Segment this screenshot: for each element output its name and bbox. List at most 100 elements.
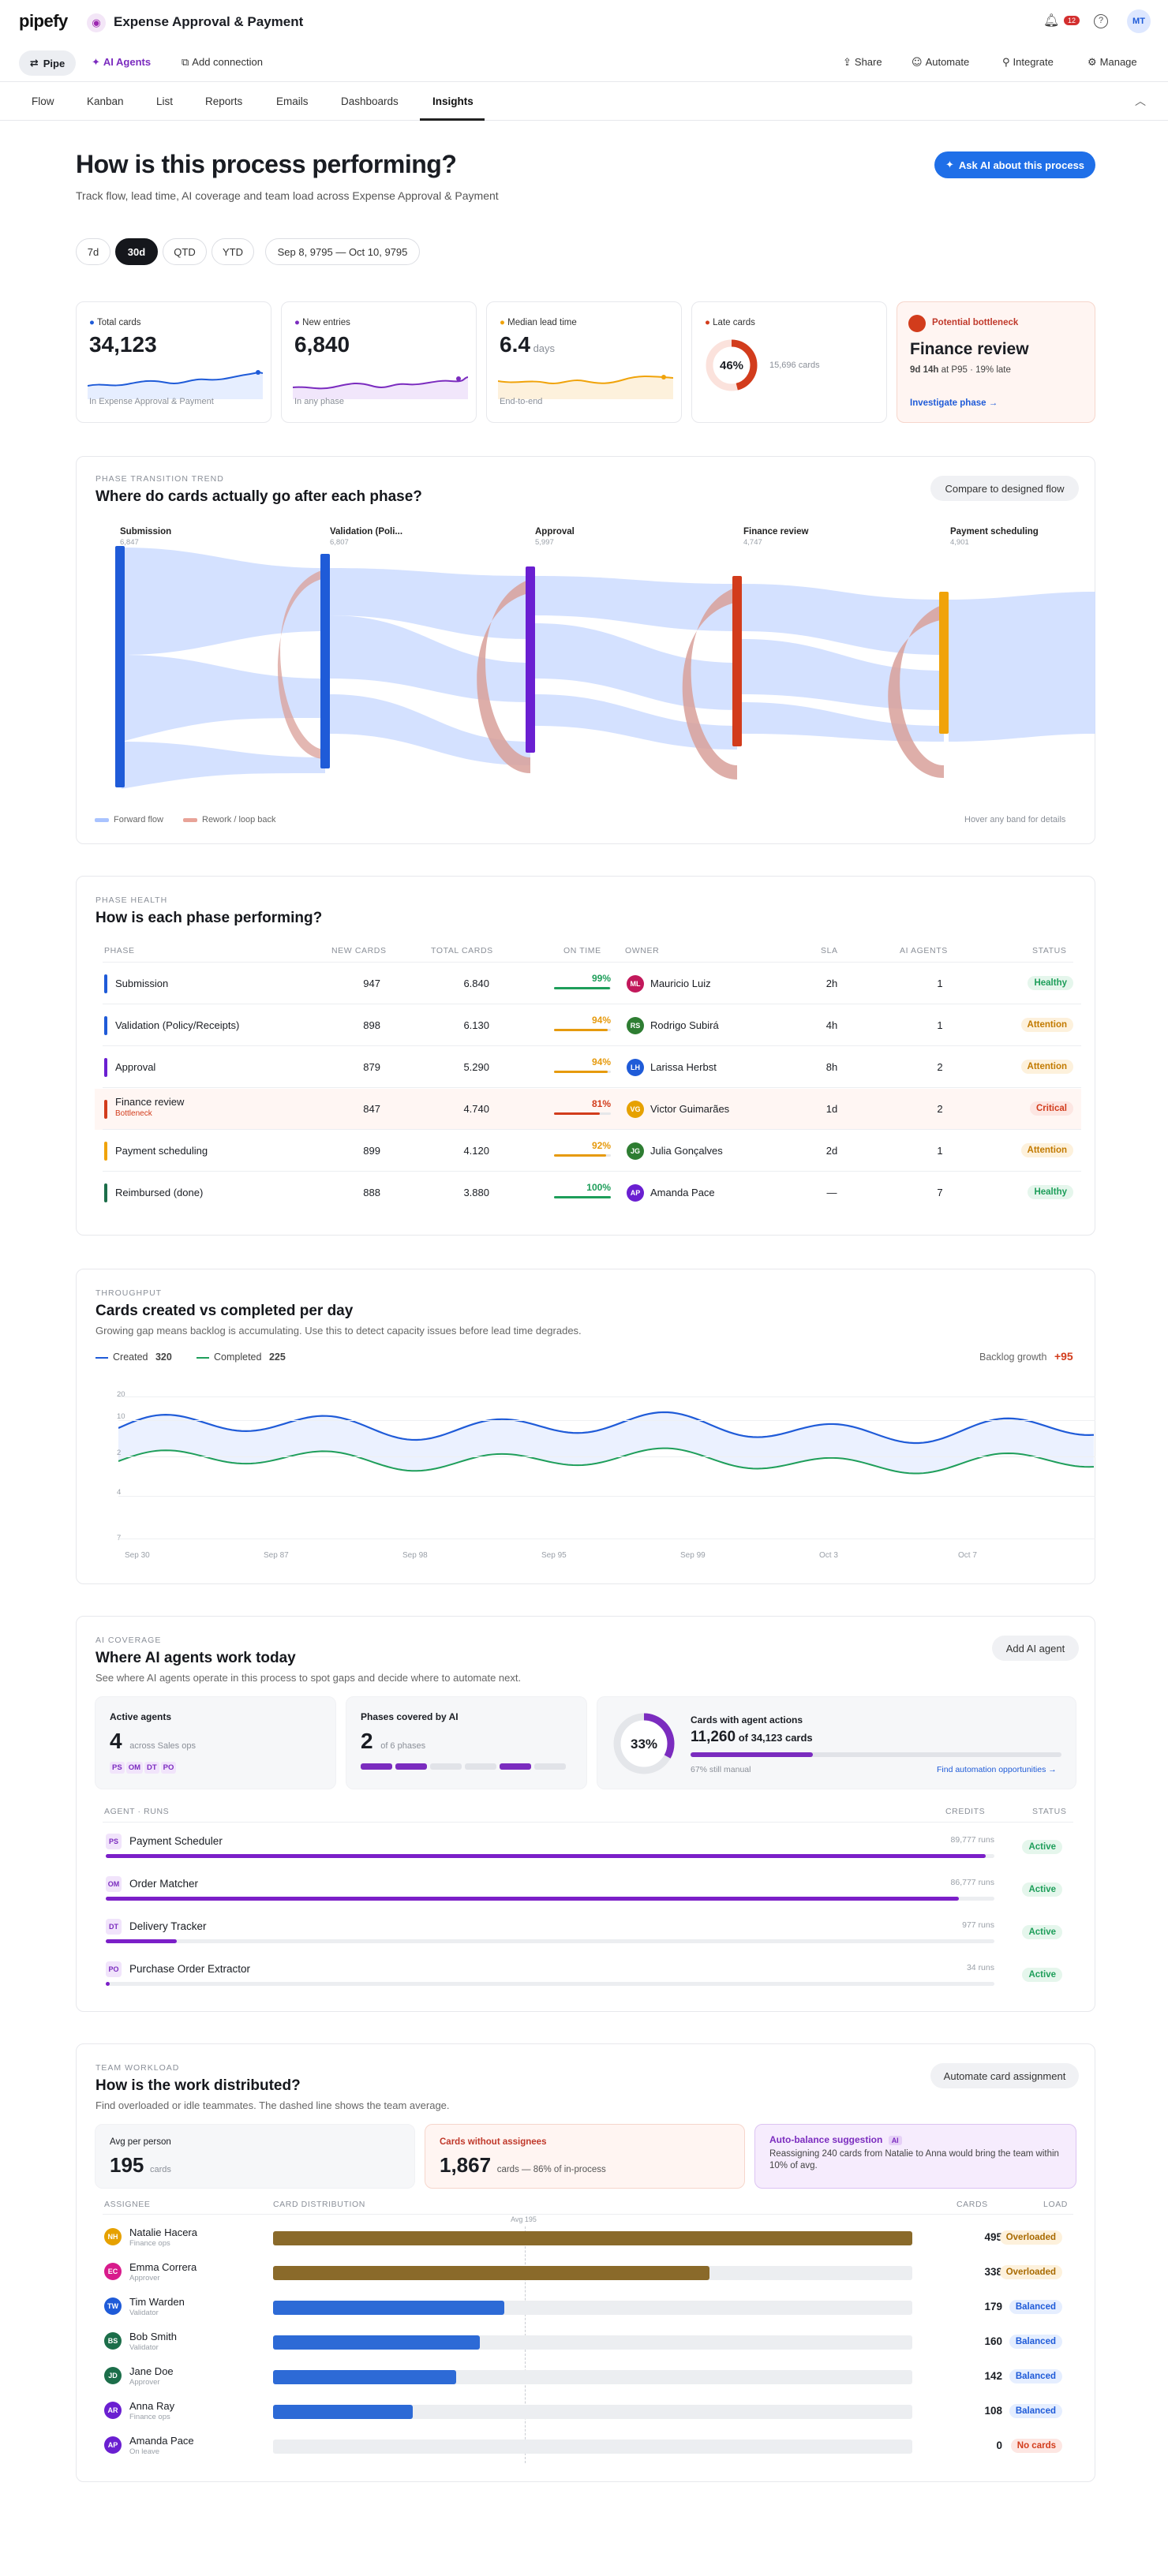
kpi-caption: In any phase <box>294 397 344 406</box>
tab-flow[interactable]: Flow <box>32 95 54 107</box>
table-row[interactable]: Payment scheduling 899 4.120 92% JG Julia Gon… <box>95 1131 1081 1172</box>
assignee-row[interactable]: TW Tim Warden Validator 179 Balanced <box>103 2290 1073 2324</box>
kpi-bottleneck[interactable]: Potential bottleneck Finance review 9d 1… <box>897 301 1095 423</box>
ask-ai-button[interactable]: ✦ Ask AI about this process <box>934 151 1095 178</box>
load-badge: Balanced <box>1009 2404 1062 2418</box>
avg-per-person-box: Avg per person 195 cards <box>95 2124 415 2189</box>
sla: 8h <box>825 1061 838 1073</box>
date-range-picker[interactable]: Sep 8, 9795 — Oct 10, 9795 <box>265 238 420 265</box>
ai-agents-count: 2 <box>937 1061 943 1073</box>
sparkle-icon: ✦ <box>92 57 100 69</box>
forward-band <box>330 568 530 639</box>
ai-agents-button[interactable]: ✦ AI Agents <box>92 56 151 69</box>
help-icon[interactable]: ? <box>1094 14 1108 28</box>
throughput-card: THROUGHPUT Cards created vs completed pe… <box>76 1269 1095 1584</box>
sankey-phase-name: Finance review <box>743 527 809 537</box>
table-row[interactable]: Submission 947 6.840 99% ML Mauricio Luiz 2h 1 H… <box>95 963 1081 1004</box>
phase-bar-validation[interactable] <box>320 554 330 768</box>
on-time: 94% <box>591 1015 611 1026</box>
table-row[interactable]: Validation (Policy/Receipts) 898 6.130 94% R… <box>95 1005 1081 1046</box>
tab-emails[interactable]: Emails <box>276 95 309 107</box>
logo[interactable]: pipefy <box>19 11 68 31</box>
tab-reports[interactable]: Reports <box>205 95 243 107</box>
section-tag: TEAM WORKLOAD <box>95 2063 180 2073</box>
on-time-bar <box>554 1071 611 1073</box>
assignee-row[interactable]: JD Jane Doe Approver 142 Balanced <box>103 2359 1073 2394</box>
avatar: AP <box>104 2436 122 2454</box>
backlog-gap-area <box>118 1411 1094 1474</box>
forward-band <box>330 694 530 765</box>
assignee-row[interactable]: NH Natalie Hacera Finance ops 495 Overloaded <box>103 2220 1073 2255</box>
table-row[interactable]: Reimbursed (done) 888 3.880 100% AP Amanda Pa… <box>95 1172 1081 1213</box>
phase-color-bar <box>104 974 107 993</box>
auto-balance-box[interactable]: Auto-balance suggestion AI Reassigning 2… <box>754 2124 1076 2189</box>
phase-color-bar <box>104 1183 107 1202</box>
total-cards: 4.120 <box>463 1145 489 1157</box>
compare-button[interactable]: Compare to designed flow <box>930 476 1079 501</box>
phase-bar-submission[interactable] <box>115 546 125 787</box>
table-row[interactable]: Approval 879 5.290 94% LH Larissa Herbst 8h 2 At… <box>95 1047 1081 1088</box>
tab-insights[interactable]: Insights <box>432 95 474 107</box>
assignee-row[interactable]: AR Anna Ray Finance ops 108 Balanced <box>103 2394 1073 2428</box>
find-opportunities-link[interactable]: Find automation opportunities → <box>937 1765 1057 1774</box>
throughput-chart[interactable] <box>118 1382 1095 1548</box>
table-row[interactable]: Finance review Bottleneck 847 4.740 81% VG Vic… <box>95 1089 1081 1130</box>
assignee-row[interactable]: AP Amanda Pace On leave 0 No cards <box>103 2428 1073 2463</box>
on-time-bar-fill <box>554 987 611 989</box>
sankey-chart[interactable] <box>76 537 1095 797</box>
distribution-track <box>273 2335 912 2350</box>
chevron-up-icon[interactable]: ︿ <box>1135 95 1146 107</box>
kpi-total-cards[interactable]: ● Total cards 34,123 In Expense Approval… <box>76 301 271 423</box>
manage-button[interactable]: ⚙ Manage <box>1088 56 1137 69</box>
add-connection-button[interactable]: ⧉ Add connection <box>182 56 263 69</box>
total-cards: 3.880 <box>463 1187 489 1198</box>
gridline <box>118 1538 1095 1539</box>
phase-bar-payment-scheduling[interactable] <box>939 592 949 734</box>
section-title: Where AI agents work today <box>95 1650 296 1666</box>
range-ytd[interactable]: YTD <box>212 238 254 265</box>
runs-bar-fill <box>106 1982 110 1986</box>
phase-bar-finance-review[interactable] <box>732 576 742 746</box>
agent-runs: 86,777 runs <box>950 1878 994 1887</box>
automate-assignment-button[interactable]: Automate card assignment <box>930 2063 1079 2088</box>
integrate-button[interactable]: ⚲ Integrate <box>1002 56 1054 69</box>
new-cards: 947 <box>363 978 380 989</box>
phase-bar-approval[interactable] <box>526 566 535 753</box>
col-assignee: ASSIGNEE <box>104 2200 151 2209</box>
kpi-median-lead-time[interactable]: ● Median lead time 6.4 days End-to-end <box>486 301 682 423</box>
automate-button[interactable]: ☺ Automate <box>912 56 969 69</box>
agent-chip: DT <box>144 1762 159 1774</box>
share-button[interactable]: ⇪ Share <box>843 56 882 69</box>
range-7d[interactable]: 7d <box>76 238 110 265</box>
load-badge: Overloaded <box>999 2230 1062 2245</box>
kpi-late-cards[interactable]: ● Late cards 46% 15,696 cards <box>691 301 887 423</box>
automate-label: Automate <box>925 56 970 68</box>
bell-icon[interactable]: 🔔︎ <box>1043 14 1060 28</box>
phase-coverage-segments <box>361 1763 566 1770</box>
assignee-row[interactable]: BS Bob Smith Validator 160 Balanced <box>103 2324 1073 2359</box>
investigate-phase-link[interactable]: Investigate phase → <box>910 398 998 408</box>
assignee-name: Emma Correra <box>129 2261 197 2273</box>
user-avatar[interactable]: MT <box>1127 9 1151 33</box>
kpi-new-entries[interactable]: ● New entries 6,840 In any phase <box>281 301 477 423</box>
tab-list[interactable]: List <box>156 95 174 107</box>
range-30d[interactable]: 30d <box>115 238 158 265</box>
distribution-bar <box>273 2370 457 2384</box>
agent-chip: PO <box>160 1762 177 1774</box>
tab-kanban[interactable]: Kanban <box>87 95 124 107</box>
range-qtd[interactable]: QTD <box>163 238 207 265</box>
tab-dashboards[interactable]: Dashboards <box>341 95 399 107</box>
phase-sub: Bottleneck <box>115 1109 152 1118</box>
agent-chip: PS <box>110 1762 125 1774</box>
ai-badge: AI <box>888 2136 902 2145</box>
forward-band <box>742 702 944 742</box>
add-ai-agent-button[interactable]: Add AI agent <box>992 1636 1079 1661</box>
assignee-row[interactable]: EC Emma Correra Approver 338 Overloaded <box>103 2255 1073 2290</box>
total-cards: 5.290 <box>463 1061 489 1073</box>
pipe-button[interactable]: ⇄ Pipe <box>19 50 76 76</box>
distribution-track <box>273 2405 912 2419</box>
